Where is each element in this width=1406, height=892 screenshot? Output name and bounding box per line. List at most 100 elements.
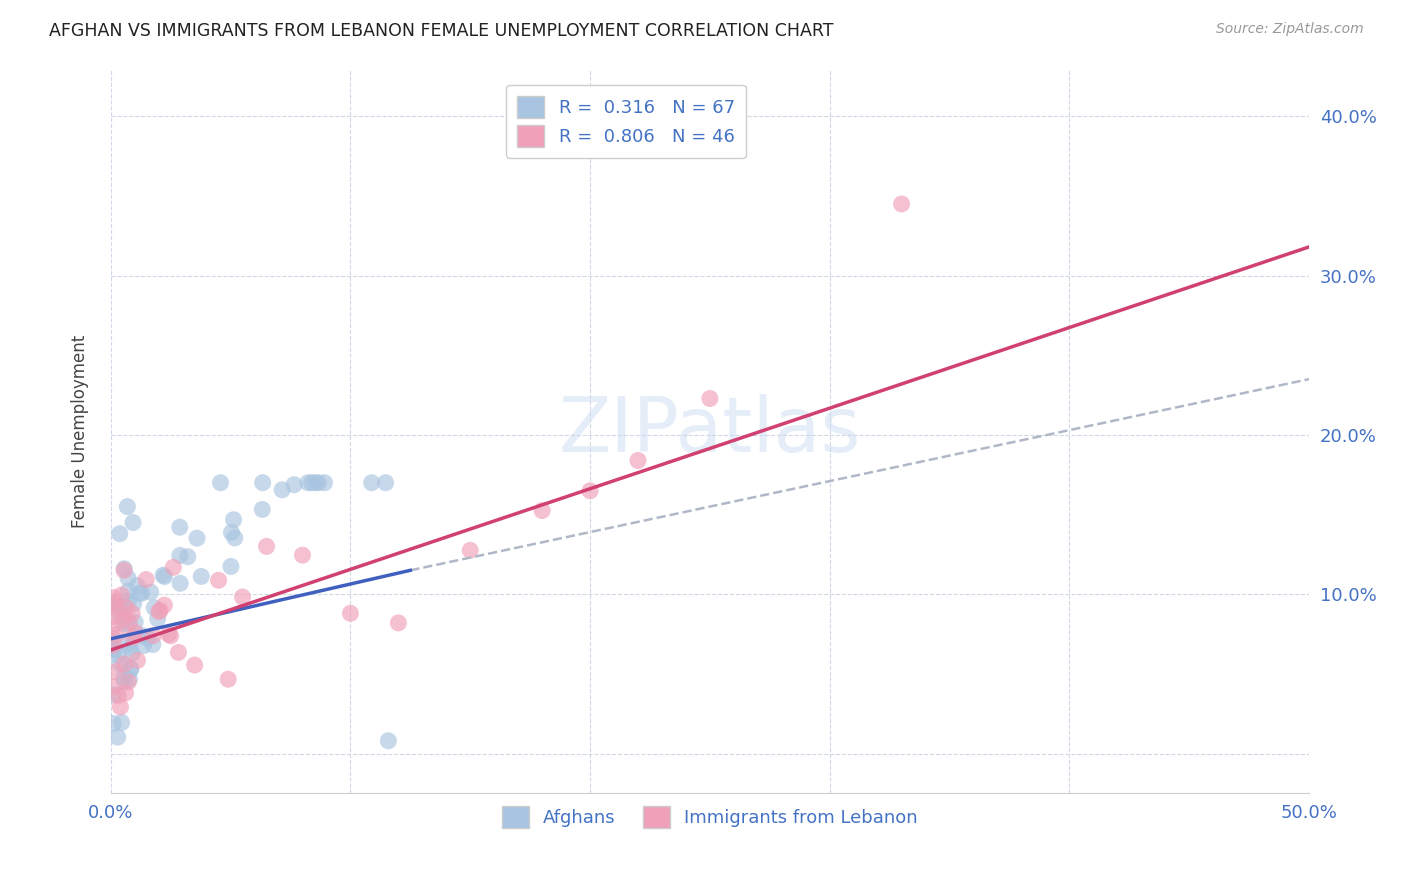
Point bbox=[117, 571, 139, 585]
Point bbox=[124, 615, 146, 629]
Point bbox=[142, 628, 165, 642]
Point bbox=[579, 483, 602, 498]
Point bbox=[121, 647, 143, 661]
Point bbox=[112, 562, 135, 576]
Point bbox=[112, 601, 135, 615]
Point bbox=[101, 638, 124, 652]
Point bbox=[136, 631, 159, 645]
Point bbox=[118, 616, 141, 631]
Point bbox=[103, 591, 125, 605]
Point bbox=[304, 475, 326, 490]
Point bbox=[360, 475, 382, 490]
Point bbox=[108, 526, 131, 541]
Point bbox=[387, 615, 409, 630]
Point bbox=[186, 531, 208, 545]
Point bbox=[890, 197, 912, 211]
Point bbox=[221, 525, 243, 540]
Point bbox=[105, 597, 128, 611]
Point bbox=[252, 502, 274, 516]
Point bbox=[135, 573, 157, 587]
Point bbox=[169, 520, 191, 534]
Point bbox=[101, 598, 124, 612]
Point bbox=[104, 642, 127, 657]
Point bbox=[122, 597, 145, 611]
Point bbox=[103, 688, 125, 702]
Point bbox=[307, 475, 329, 490]
Point bbox=[219, 559, 242, 574]
Point bbox=[232, 590, 254, 604]
Point bbox=[101, 716, 124, 731]
Point bbox=[256, 540, 278, 554]
Point bbox=[531, 503, 554, 517]
Point bbox=[127, 653, 149, 667]
Point bbox=[314, 475, 336, 490]
Point bbox=[162, 560, 184, 574]
Point bbox=[167, 645, 190, 659]
Point bbox=[120, 663, 142, 677]
Point bbox=[377, 733, 399, 747]
Point bbox=[169, 549, 191, 563]
Point bbox=[222, 513, 245, 527]
Point bbox=[128, 586, 150, 600]
Point bbox=[127, 579, 149, 593]
Point bbox=[118, 615, 141, 629]
Point bbox=[152, 568, 174, 582]
Point bbox=[153, 598, 176, 612]
Point bbox=[157, 627, 180, 641]
Point bbox=[177, 549, 200, 564]
Point bbox=[112, 563, 135, 577]
Point bbox=[117, 594, 139, 608]
Point bbox=[117, 674, 139, 689]
Point bbox=[104, 665, 127, 679]
Point bbox=[146, 612, 169, 626]
Point bbox=[114, 686, 136, 700]
Point bbox=[148, 605, 170, 619]
Point bbox=[112, 670, 135, 684]
Point bbox=[291, 548, 314, 562]
Point bbox=[283, 477, 305, 491]
Point bbox=[339, 607, 361, 621]
Point bbox=[183, 658, 205, 673]
Point bbox=[224, 531, 246, 545]
Point bbox=[122, 516, 145, 530]
Point bbox=[699, 392, 721, 406]
Point bbox=[139, 585, 162, 599]
Point bbox=[169, 576, 191, 591]
Point bbox=[120, 661, 142, 675]
Point bbox=[101, 680, 124, 694]
Point bbox=[110, 699, 132, 714]
Point bbox=[143, 600, 166, 615]
Point bbox=[110, 588, 132, 602]
Text: AFGHAN VS IMMIGRANTS FROM LEBANON FEMALE UNEMPLOYMENT CORRELATION CHART: AFGHAN VS IMMIGRANTS FROM LEBANON FEMALE… bbox=[49, 22, 834, 40]
Point bbox=[149, 603, 172, 617]
Point bbox=[114, 674, 136, 689]
Point bbox=[101, 642, 124, 657]
Point bbox=[153, 569, 176, 583]
Point bbox=[209, 475, 232, 490]
Point bbox=[217, 672, 239, 686]
Point bbox=[107, 689, 129, 703]
Point bbox=[118, 672, 141, 686]
Point bbox=[131, 586, 153, 600]
Point bbox=[101, 620, 124, 634]
Text: ZIPatlas: ZIPatlas bbox=[558, 394, 860, 468]
Text: Source: ZipAtlas.com: Source: ZipAtlas.com bbox=[1216, 22, 1364, 37]
Point bbox=[142, 638, 165, 652]
Point bbox=[117, 584, 139, 599]
Point bbox=[117, 637, 139, 651]
Point bbox=[159, 629, 181, 643]
Point bbox=[112, 612, 135, 626]
Point bbox=[131, 629, 153, 643]
Point bbox=[458, 543, 481, 558]
Point bbox=[122, 630, 145, 644]
Point bbox=[112, 616, 135, 631]
Point bbox=[252, 475, 274, 490]
Point bbox=[207, 574, 229, 588]
Point bbox=[374, 475, 396, 490]
Point bbox=[107, 648, 129, 663]
Point bbox=[120, 640, 142, 655]
Point bbox=[101, 632, 124, 646]
Point bbox=[110, 715, 132, 730]
Point bbox=[301, 475, 323, 490]
Point bbox=[103, 595, 125, 609]
